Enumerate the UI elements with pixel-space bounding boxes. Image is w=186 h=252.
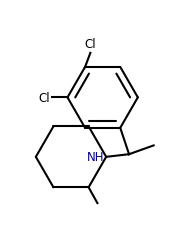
Text: NH: NH bbox=[87, 151, 105, 164]
Text: Cl: Cl bbox=[85, 38, 96, 51]
Text: Cl: Cl bbox=[38, 91, 50, 105]
